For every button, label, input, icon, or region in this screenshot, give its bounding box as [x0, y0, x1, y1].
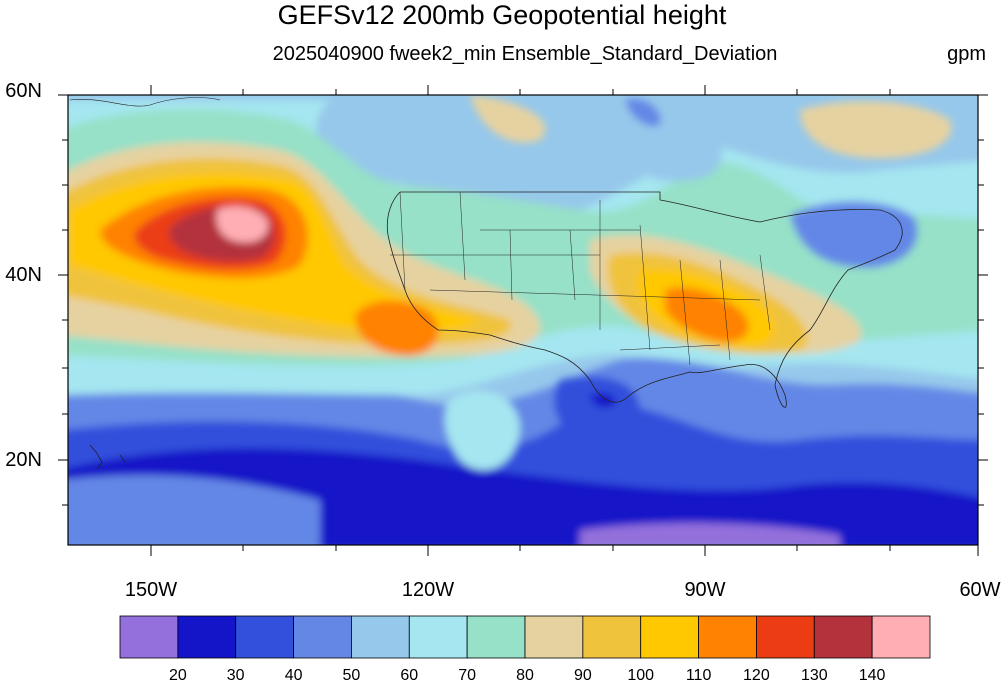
colorbar-box-12	[813, 615, 873, 659]
colorbar-label-90: 90	[573, 667, 592, 684]
contour-fill-60-north	[590, 99, 722, 182]
units-label: gpm	[947, 43, 986, 65]
contour-fill-90-north	[800, 101, 952, 159]
usa-outline	[386, 191, 903, 408]
contour-fill-90-nw	[470, 95, 546, 143]
lat-label-60n: 60N	[5, 80, 42, 102]
country-borders	[69, 97, 903, 469]
alaska-coast	[69, 97, 221, 107]
colorbar-box-7	[524, 615, 584, 659]
colorbar-box-6	[466, 615, 526, 659]
contour-fill-40-gulf	[553, 376, 640, 441]
colorbar-label-120: 120	[743, 667, 770, 684]
state-borders	[390, 191, 771, 366]
colorbar-label-140: 140	[858, 667, 886, 684]
hawaii-islands	[89, 444, 126, 469]
colorbar-label-130: 130	[800, 667, 828, 684]
lon-label-90w: 90W	[684, 579, 726, 601]
lon-label-120w: 120W	[401, 579, 455, 601]
colorbar-label-100: 100	[627, 667, 655, 684]
plot-subtitle: 2025040900 fweek2_min Ensemble_Standard_…	[272, 43, 778, 65]
colorbar-box-9	[640, 615, 699, 659]
colorbar-box-13	[871, 615, 931, 659]
colorbar-box-0	[119, 615, 179, 659]
colorbar-box-5	[408, 615, 468, 659]
contour-fill-70-south	[444, 391, 520, 470]
contour-fill-50-north	[625, 99, 661, 127]
lat-label-40n: 40N	[5, 264, 42, 286]
colorbar-box-8	[582, 615, 642, 659]
colorbar-label-110: 110	[685, 667, 712, 684]
colorbar-box-10	[698, 615, 757, 659]
colorbar-box-3	[293, 615, 352, 659]
colorbar-label-30: 30	[226, 667, 245, 684]
lon-label-150w: 150W	[124, 579, 178, 601]
contour-fill-50-west	[68, 475, 320, 545]
colorbar-box-1	[177, 615, 237, 659]
contour-fill-120-east	[665, 287, 749, 342]
colorbar-label-40: 40	[284, 667, 303, 684]
colorbar-box-11	[756, 615, 815, 659]
contour-fill-max	[216, 206, 269, 243]
contour-fill-20	[580, 523, 840, 545]
contour-fill-50-northeast	[790, 201, 918, 268]
colorbar	[119, 615, 931, 659]
plot-title: GEFSv12 200mb Geopotential height	[277, 0, 727, 30]
colorbar-label-50: 50	[342, 667, 361, 684]
lon-label-60w: 60W	[959, 579, 1001, 601]
colorbar-label-70: 70	[458, 667, 476, 684]
colorbar-label-20: 20	[168, 667, 187, 684]
colorbar-box-4	[351, 615, 410, 659]
contour-fill-120-coast	[355, 300, 439, 356]
lat-label-20n: 20N	[5, 449, 42, 471]
contour-field	[68, 95, 978, 545]
colorbar-box-2	[235, 615, 294, 659]
axis-ticks	[58, 85, 988, 556]
colorbar-label-60: 60	[400, 667, 419, 684]
colorbar-label-80: 80	[516, 667, 534, 684]
contour-fill-30-gulf	[590, 393, 616, 408]
